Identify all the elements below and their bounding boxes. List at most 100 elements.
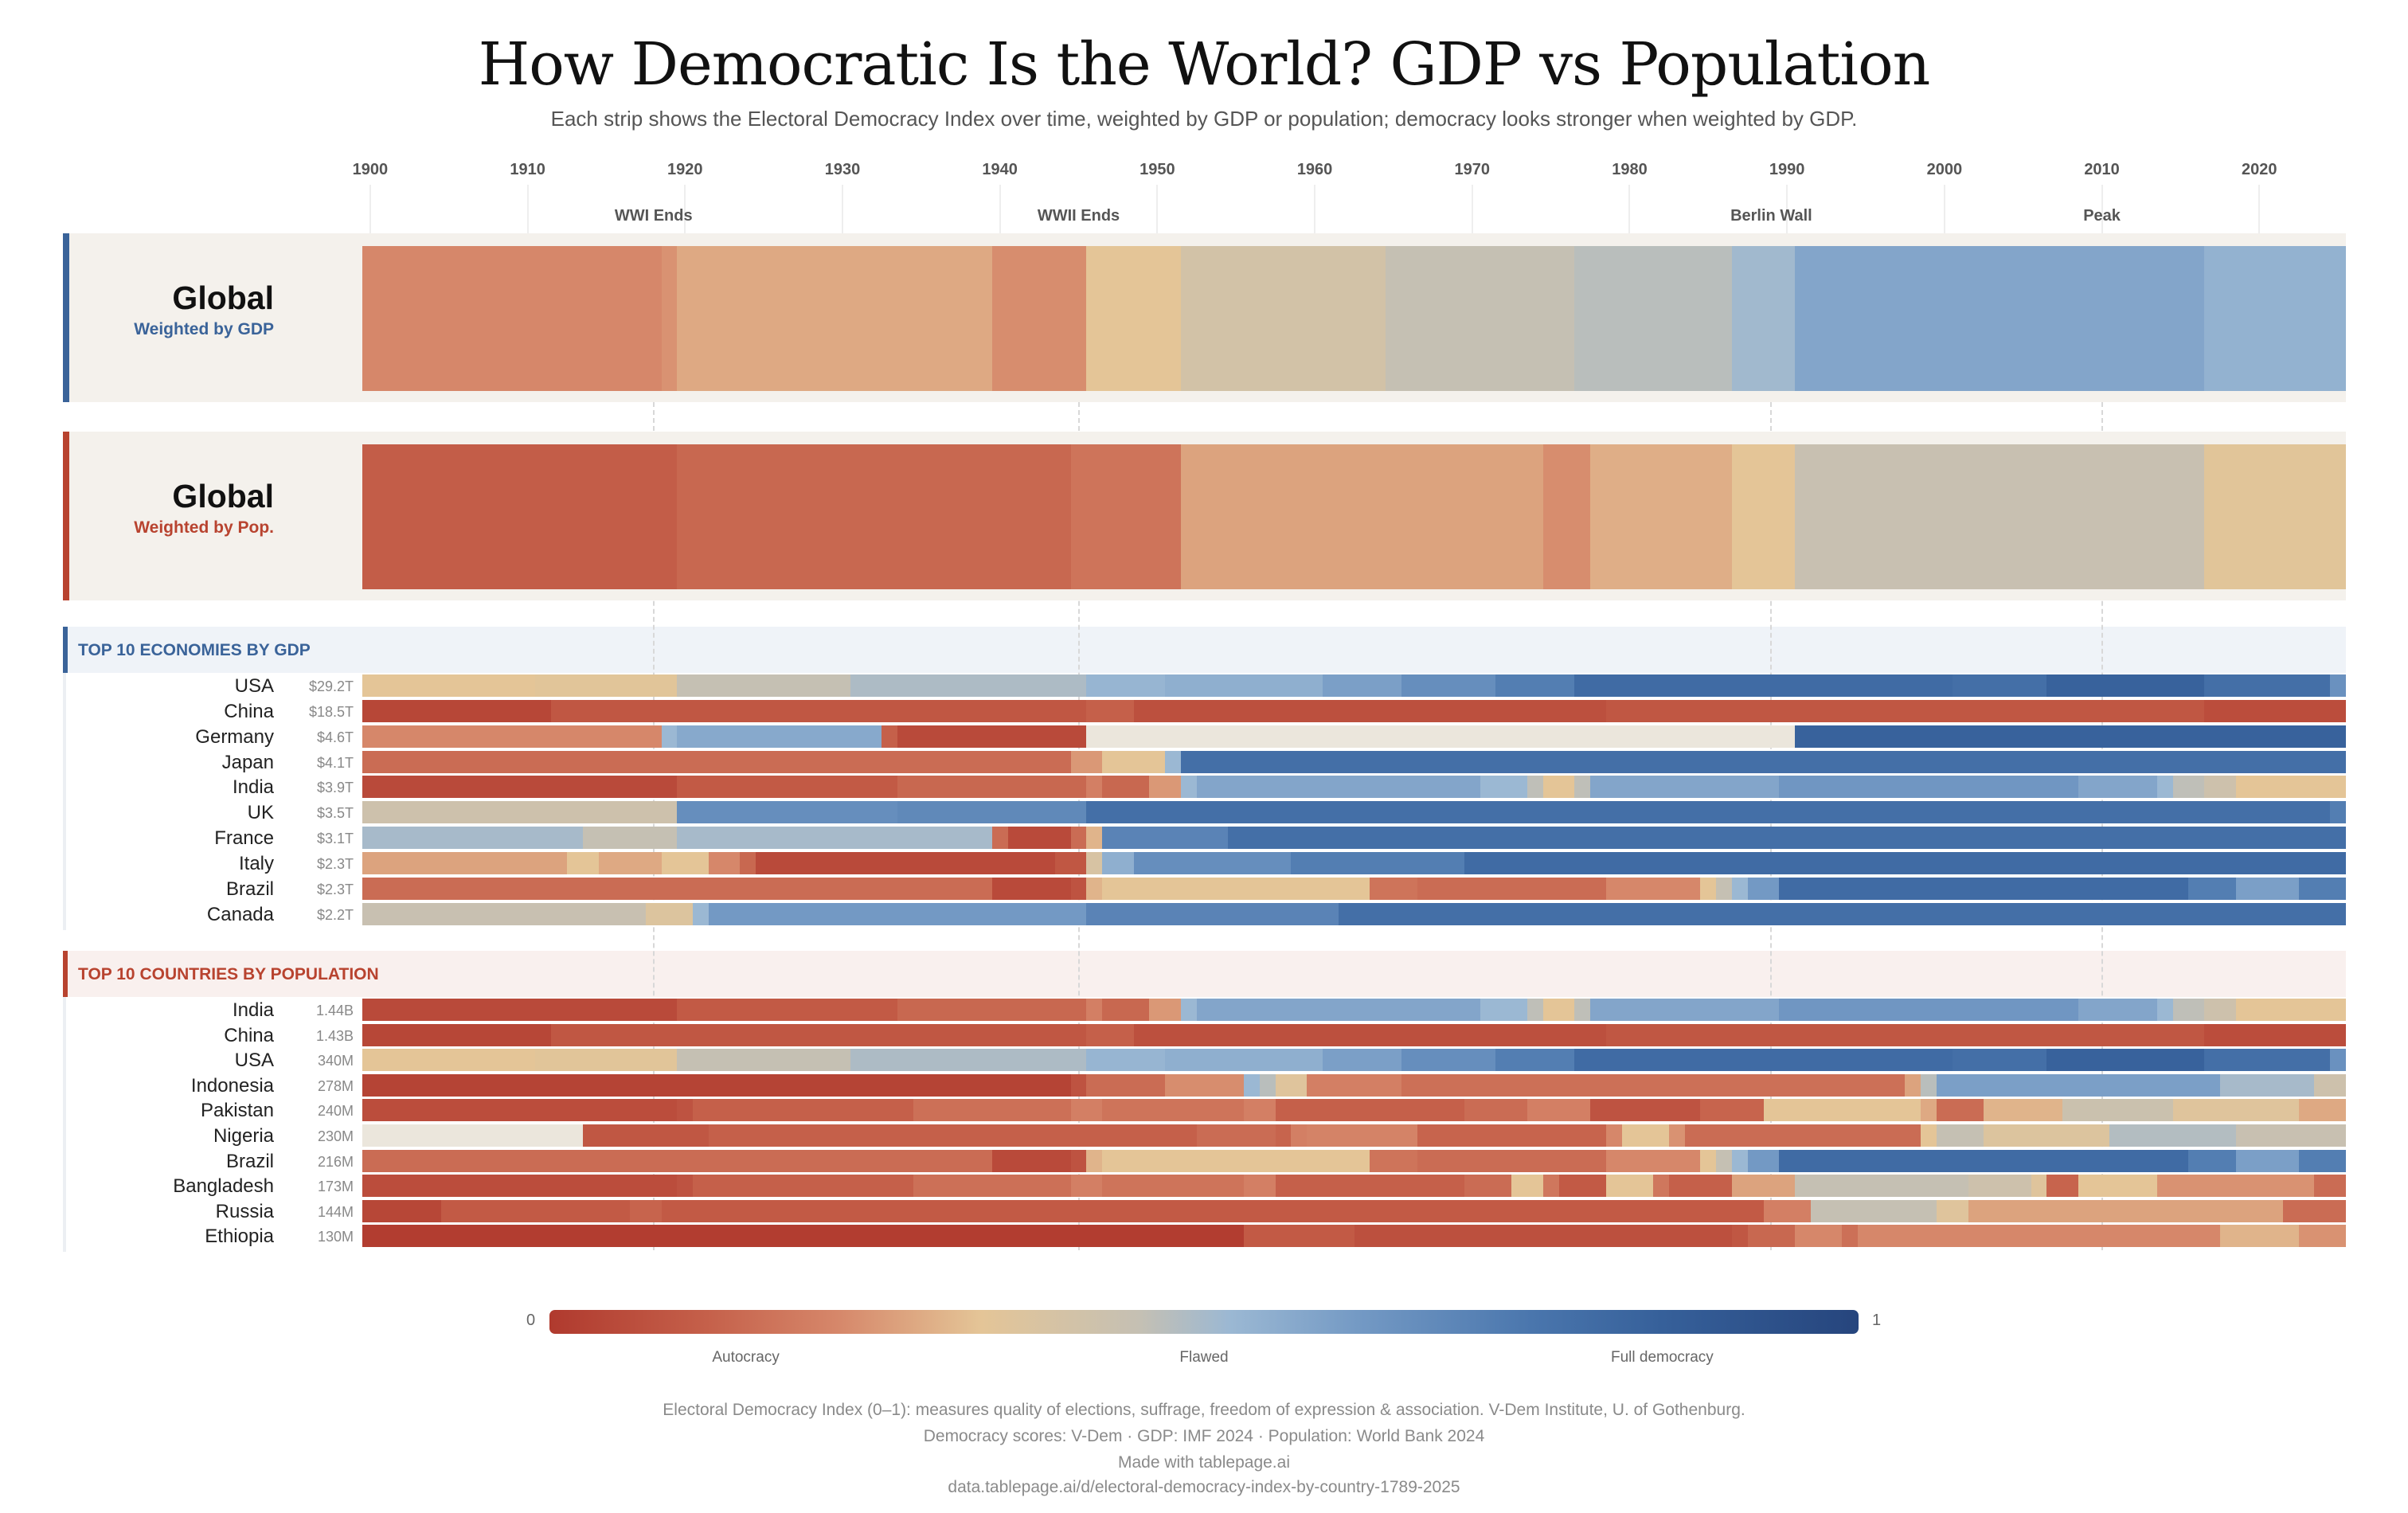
year-tick-label: 1950 <box>1140 161 1175 178</box>
strip-segment <box>1747 1225 1796 1248</box>
strip-segment <box>2188 877 2237 900</box>
strip-segment <box>1244 1073 1261 1097</box>
section-title: TOP 10 COUNTRIES BY POPULATION <box>78 965 379 983</box>
strip-segment <box>991 246 1087 391</box>
strip-segment <box>1936 1199 1969 1222</box>
strip-segment <box>677 827 993 850</box>
strip-segment <box>1921 1124 1937 1147</box>
strip-segment <box>645 902 694 925</box>
strip-segment <box>1086 1049 1166 1072</box>
event-marker-line <box>2101 402 2103 1250</box>
strip-segment <box>1668 1175 1733 1198</box>
legend-category-label: Autocracy <box>712 1349 780 1366</box>
year-tick-label: 1920 <box>667 161 703 178</box>
strip-segment <box>1401 1049 1497 1072</box>
strip-segment <box>2314 1175 2346 1198</box>
strip-segment <box>1984 1124 2111 1147</box>
year-tick-label: 1980 <box>1612 161 1648 178</box>
strip-segment <box>1070 750 1103 773</box>
country-label: Canada <box>206 903 274 925</box>
strip-segment <box>1968 1199 2284 1222</box>
strip-segment <box>1070 877 1087 900</box>
strip-segment <box>1700 877 1717 900</box>
strip-segment <box>1165 674 1323 697</box>
event-marker-line <box>1077 402 1080 1250</box>
strip-segment <box>991 877 1072 900</box>
strip-segment <box>1700 1099 1765 1122</box>
strip-segment <box>2235 999 2346 1021</box>
strip-segment <box>2204 1023 2346 1046</box>
strip-segment <box>1574 246 1733 391</box>
strip-segment <box>1181 750 2346 773</box>
country-metric-value: $3.9T <box>316 780 354 796</box>
strip-segment <box>1307 1073 1402 1097</box>
strip-segment <box>1181 444 1544 589</box>
year-gridline <box>2258 185 2261 233</box>
strip-segment <box>598 851 663 874</box>
strip-segment <box>1480 999 1528 1021</box>
strip-segment <box>1086 246 1182 391</box>
strip-segment <box>2078 776 2158 799</box>
strip-segment <box>2046 1175 2079 1198</box>
strip-segment <box>1086 877 1103 900</box>
strip-segment <box>1275 1175 1465 1198</box>
strip-segment <box>1795 725 2346 748</box>
strip-segment <box>1181 999 1198 1021</box>
strip-segment <box>1952 1049 2047 1072</box>
strip-segment <box>677 444 1072 589</box>
country-label: Germany <box>195 725 274 748</box>
year-tick-label: 1940 <box>982 161 1018 178</box>
panel-accent-bar <box>63 233 69 402</box>
source-link[interactable]: data.tablepage.ai/d/electoral-democracy-… <box>948 1478 1460 1496</box>
strip-segment <box>440 1199 631 1222</box>
country-metric-value: 173M <box>317 1179 354 1195</box>
strip-segment <box>1244 1175 1276 1198</box>
strip-segment <box>1574 776 1591 799</box>
strip-segment <box>677 801 898 824</box>
strip-segment <box>897 801 1087 824</box>
year-gridline <box>1156 185 1159 233</box>
strip-segment <box>661 1199 1765 1222</box>
strip-segment <box>1370 877 1418 900</box>
strip-segment <box>661 246 678 391</box>
event-label: WWI Ends <box>614 207 693 225</box>
country-strip <box>362 827 2346 850</box>
strip-segment <box>1731 1175 1796 1198</box>
strip-segment <box>2172 1099 2300 1122</box>
strip-segment <box>1936 1073 2221 1097</box>
strip-segment <box>551 699 1087 722</box>
strip-segment <box>1763 1099 1921 1122</box>
event-marker-line <box>652 402 655 1250</box>
strip-segment <box>362 776 678 799</box>
strip-segment <box>1401 1073 1906 1097</box>
country-label: China <box>224 1024 274 1046</box>
country-label: Indonesia <box>190 1074 274 1097</box>
strip-segment <box>1228 827 2346 850</box>
country-strip <box>362 1225 2346 1248</box>
strip-segment <box>1542 1175 1560 1198</box>
strip-segment <box>1086 699 1135 722</box>
strip-segment <box>1196 776 1481 799</box>
strip-segment <box>1354 1225 1733 1248</box>
global-strip <box>362 246 2346 391</box>
strip-segment <box>1102 827 1229 850</box>
year-gridline <box>999 185 1001 233</box>
strip-segment <box>1417 1149 1607 1172</box>
strip-segment <box>1070 827 1087 850</box>
strip-segment <box>1401 674 1497 697</box>
strip-segment <box>362 1049 537 1072</box>
strip-segment <box>991 1149 1072 1172</box>
year-gridline <box>369 185 371 233</box>
strip-segment <box>2330 1049 2346 1072</box>
strip-segment <box>2219 1225 2300 1248</box>
strip-segment <box>1086 801 2331 824</box>
strip-segment <box>1984 1099 2063 1122</box>
strip-segment <box>362 999 678 1021</box>
strip-segment <box>897 725 1087 748</box>
strip-segment <box>1086 999 1103 1021</box>
country-label: France <box>214 827 274 850</box>
strip-segment <box>850 1049 1087 1072</box>
strip-segment <box>1526 999 1544 1021</box>
strip-segment <box>1605 699 2205 722</box>
country-metric-value: 130M <box>317 1229 354 1245</box>
